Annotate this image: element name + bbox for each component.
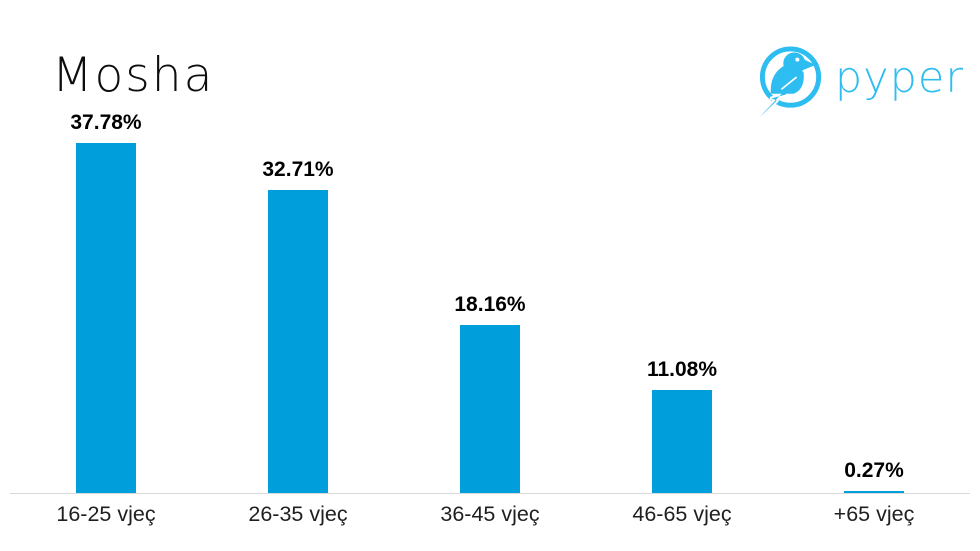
pyper-bird-icon	[756, 46, 821, 120]
bar-value-label: 11.08%	[646, 358, 718, 382]
x-axis-category-label: 36-45 vjeç	[440, 502, 540, 526]
bar	[652, 390, 712, 493]
bar	[844, 490, 904, 493]
bar-value-label: 18.16%	[454, 292, 526, 316]
x-axis-category-label: 16-25 vjeç	[56, 502, 156, 526]
x-axis-category-label: +65 vjeç	[833, 502, 915, 526]
x-axis-labels: 16-25 vjeç 26-35 vjeç 36-45 vjeç 46-65 vjeç…	[10, 502, 970, 527]
bar-chart: 37.78% 32.71% 18.16% 11.08% 0.27%	[10, 111, 970, 493]
bar	[268, 189, 328, 493]
bar-column: 32.71%	[202, 158, 394, 493]
bar-column: 18.16%	[394, 293, 586, 493]
bar-column: 11.08%	[586, 358, 778, 493]
pyper-logo: pyper	[751, 42, 964, 122]
bar	[460, 324, 520, 493]
bar-value-label: 37.78%	[70, 111, 142, 134]
x-axis-line	[10, 493, 970, 494]
bar-value-label: 32.71%	[262, 157, 334, 181]
bar-column: 37.78%	[10, 111, 202, 493]
x-axis-category-label: 46-65 vjeç	[632, 502, 732, 526]
bar-value-label: 0.27%	[844, 458, 904, 482]
pyper-logo-text: pyper	[834, 52, 964, 103]
bar	[76, 143, 136, 493]
bar-column: 0.27%	[778, 458, 970, 493]
x-axis-category-label: 26-35 vjeç	[248, 502, 348, 526]
chart-title: Mosha	[52, 48, 215, 103]
